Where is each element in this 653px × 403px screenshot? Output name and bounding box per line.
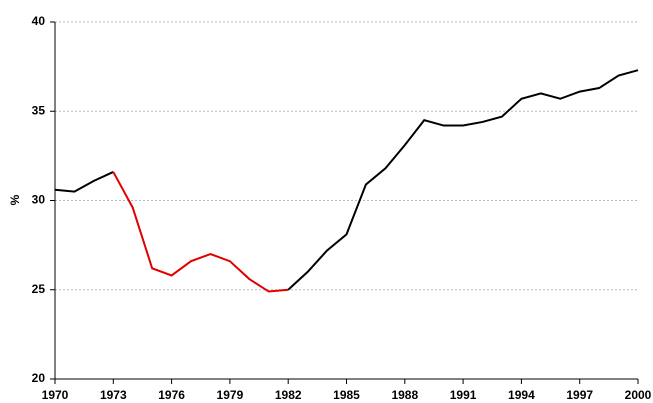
x-tick-label: 1970 bbox=[42, 388, 69, 402]
x-tick-label: 1988 bbox=[391, 388, 418, 402]
y-tick-label: 20 bbox=[32, 371, 46, 385]
line-series bbox=[54, 69, 639, 291]
y-tick-label: 35 bbox=[32, 103, 46, 117]
x-tick-label: 1979 bbox=[217, 388, 244, 402]
x-tick-label: 1991 bbox=[450, 388, 477, 402]
x-tick-label: 1997 bbox=[566, 388, 593, 402]
y-tick-label: 30 bbox=[32, 193, 46, 207]
y-tick-label: 40 bbox=[32, 14, 46, 28]
x-tick-label: 1976 bbox=[158, 388, 185, 402]
x-tick-label: 1985 bbox=[333, 388, 360, 402]
line-series bbox=[112, 171, 289, 293]
x-tick-label: 1994 bbox=[508, 388, 535, 402]
y-axis-label: % bbox=[8, 194, 22, 205]
x-tick-label: 2000 bbox=[625, 388, 652, 402]
y-tick-label: 25 bbox=[32, 282, 46, 296]
x-tick-label: 1973 bbox=[100, 388, 127, 402]
x-tick-label: 1982 bbox=[275, 388, 302, 402]
